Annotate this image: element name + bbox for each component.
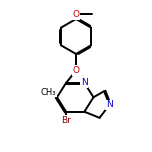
- Text: CH₃: CH₃: [41, 88, 56, 97]
- Text: O: O: [73, 10, 79, 19]
- Text: Br: Br: [61, 116, 71, 125]
- Text: Br: Br: [61, 116, 71, 125]
- Text: N: N: [106, 100, 113, 109]
- Text: N: N: [81, 78, 88, 87]
- Text: O: O: [73, 66, 79, 75]
